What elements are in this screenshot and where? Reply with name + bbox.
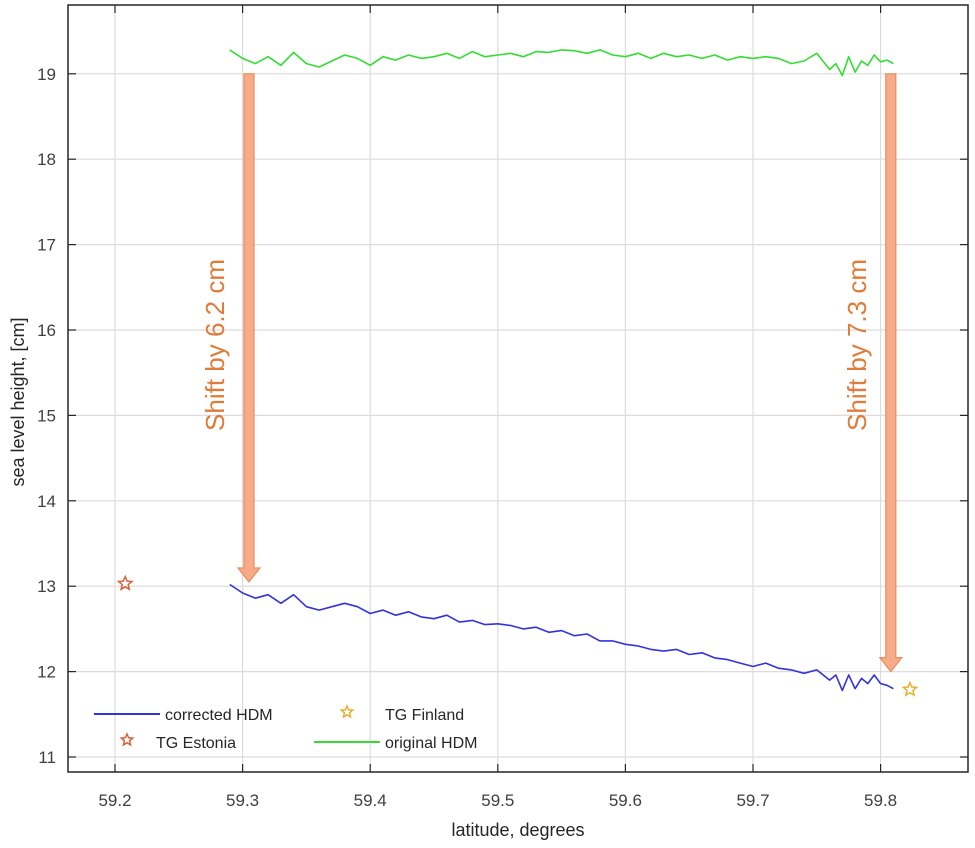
marker-tg-finland-star-icon — [901, 680, 919, 697]
y-tick-label: 12 — [37, 663, 56, 682]
y-tick-label: 13 — [37, 577, 56, 596]
legend-original-label: original HDM — [385, 735, 477, 752]
y-tick-label: 18 — [37, 150, 56, 169]
x-axis-label: latitude, degrees — [451, 820, 584, 840]
y-tick-label: 19 — [37, 65, 56, 84]
y-tick-label: 11 — [38, 748, 56, 767]
legend-finland-star-icon — [339, 704, 355, 719]
star-shape — [339, 704, 355, 719]
legend-corrected-label: corrected HDM — [165, 707, 273, 724]
legend-estonia-label: TG Estonia — [156, 735, 236, 752]
x-tick-label: 59.4 — [354, 791, 387, 810]
annotation-right-text: Shift by 7.3 cm — [842, 259, 872, 431]
annotations — [236, 73, 904, 673]
y-tick-label: 16 — [37, 321, 56, 340]
x-tick-label: 59.8 — [864, 791, 897, 810]
star-shape — [119, 732, 135, 747]
grid-lines — [68, 5, 968, 772]
marker-tg-estonia-star-icon — [116, 574, 134, 591]
shift-arrow-left — [236, 73, 262, 583]
x-tick-label: 59.3 — [226, 791, 259, 810]
annotation-left-text: Shift by 6.2 cm — [200, 259, 230, 431]
x-tick-label: 59.5 — [481, 791, 514, 810]
x-tick-label: 59.7 — [736, 791, 769, 810]
x-tick-label: 59.2 — [98, 791, 131, 810]
shift-arrow-right — [878, 73, 904, 673]
x-tick-label: 59.6 — [609, 791, 642, 810]
data-series — [116, 49, 919, 697]
plot-frame — [67, 4, 969, 773]
tick-labels: 59.2 59.3 59.4 59.5 59.6 59.7 59.8 11 12 13 14 15 16… — [37, 65, 897, 810]
y-tick-label: 14 — [37, 492, 56, 511]
series-corrected-hdm — [229, 583, 894, 692]
series-original-hdm — [229, 49, 894, 77]
y-axis-label: sea level height, [cm] — [8, 317, 28, 486]
legend-finland-label: TG Finland — [385, 707, 464, 724]
y-tick-label: 17 — [37, 236, 56, 255]
legend-estonia-star-icon — [119, 732, 135, 747]
axes — [67, 4, 969, 773]
legend: corrected HDM TG Finland TG Estonia orig… — [94, 704, 477, 752]
y-tick-label: 15 — [37, 406, 56, 425]
